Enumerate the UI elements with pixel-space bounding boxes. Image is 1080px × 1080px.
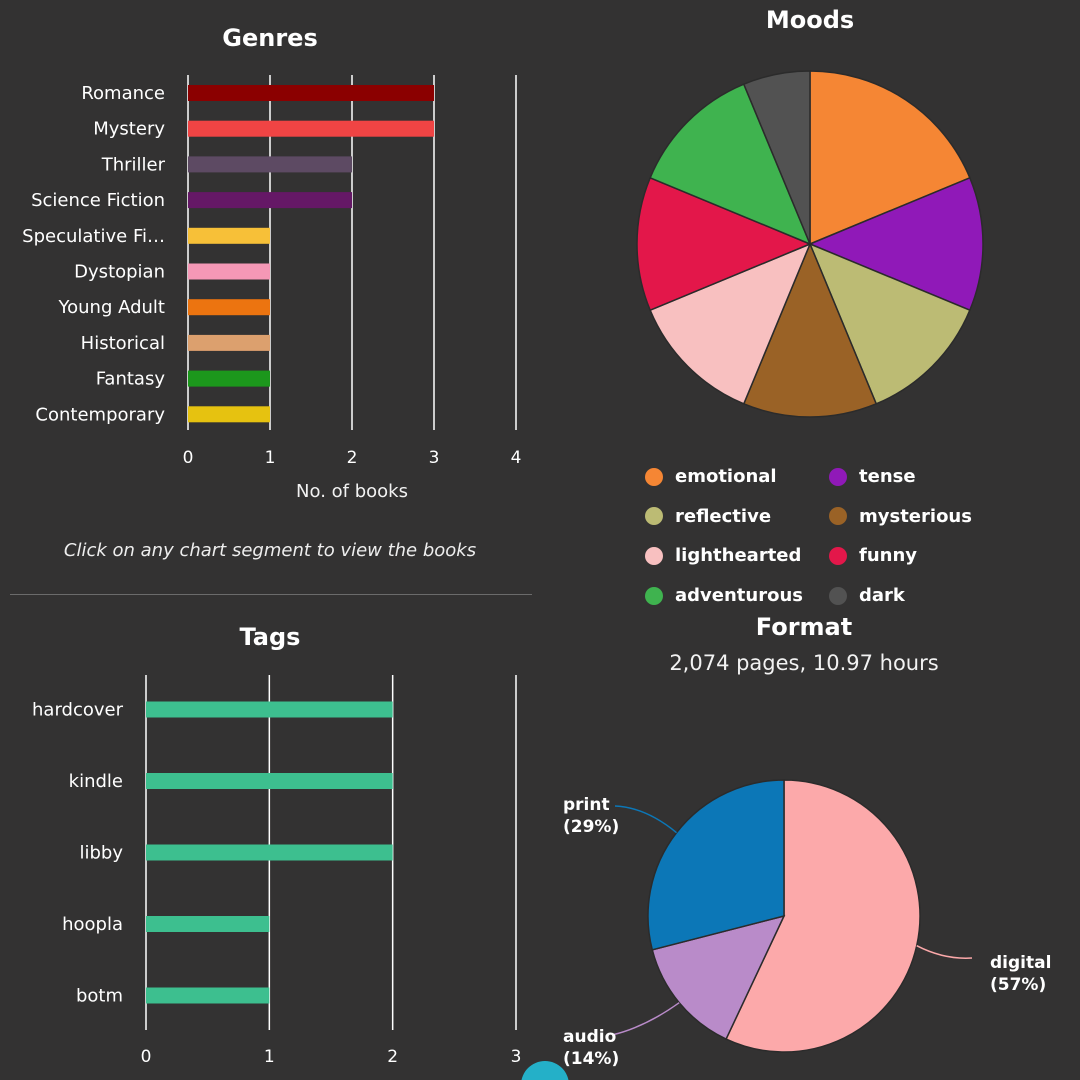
moods-legend-item-lighthearted[interactable]: lighthearted [645,545,801,566]
genres-bar-speculative-fi[interactable] [188,227,270,244]
tags-x-tick-label: 2 [387,1047,398,1067]
tags-category-label: botm [76,986,123,1007]
tags-x-tick-label: 0 [141,1047,152,1067]
format-leader-line [611,1002,680,1036]
format-summary: 2,074 pages, 10.97 hours [669,651,939,675]
genres-bar-mystery[interactable] [188,120,434,137]
genres-category-label: Mystery [93,119,165,140]
legend-swatch [829,467,847,486]
moods-slice-tense[interactable] [808,176,984,312]
genres-category-label: Speculative Fi… [22,226,165,247]
format-leader-line [614,805,678,834]
tags-bar-chart: 0 1 2 3 hardcover kindle libby hoopla botm [32,675,521,1067]
genres-bar-thriller[interactable] [188,156,352,173]
genres-bar-romance[interactable] [188,85,434,101]
moods-slice-mysterious[interactable] [742,242,878,418]
genres-category-label: Fantasy [96,369,166,390]
moods-chart-title: Moods [765,6,855,34]
tags-bar-libby[interactable] [146,844,393,861]
legend-label: mysterious [859,505,972,527]
scroll-top-button[interactable] [521,1061,569,1080]
moods-legend-item-dark[interactable]: dark [829,585,905,606]
moods-pie-chart [636,70,984,418]
format-slice-print[interactable] [647,779,785,951]
format-slice-label-print: print [563,795,610,815]
moods-legend-item-mysterious[interactable]: mysterious [829,506,972,527]
genres-category-label: Young Adult [58,297,165,318]
genres-bar-young-adult[interactable] [188,299,270,316]
moods-legend-item-reflective[interactable]: reflective [645,506,771,527]
tags-x-tick-label: 1 [264,1047,275,1067]
moods-slice-dark[interactable] [742,70,811,245]
genres-x-tick-label: 0 [183,448,194,468]
genres-category-label: Contemporary [35,404,165,425]
chart-hint-text: Click on any chart segment to view the b… [63,540,477,561]
format-slice-percent: (29%) [563,817,619,837]
tags-category-label: hoopla [62,914,123,935]
genres-category-label: Dystopian [74,262,165,283]
moods-slice-emotional[interactable] [809,70,971,246]
legend-label: tense [859,466,916,487]
tags-bar-kindle[interactable] [146,773,393,789]
tags-category-label: libby [79,843,123,864]
genres-category-label: Historical [81,333,165,354]
legend-swatch [829,546,847,565]
tags-bar-botm[interactable] [146,987,270,1004]
genres-bar-fantasy[interactable] [188,370,270,387]
tags-category-label: kindle [69,771,123,792]
format-leader-line [916,944,973,959]
genres-x-tick-label: 1 [265,448,276,468]
format-chart-title: Format [755,613,853,641]
genres-bar-contemporary[interactable] [188,406,270,423]
moods-slice-funny[interactable] [636,176,812,312]
legend-label: adventurous [675,585,803,607]
moods-legend-item-tense[interactable]: tense [829,466,916,487]
legend-swatch [645,546,663,565]
genres-x-tick-label: 3 [429,448,440,468]
legend-swatch [645,507,663,526]
format-slice-digital[interactable] [725,779,921,1053]
tags-chart-title: Tags [239,623,301,651]
legend-label: funny [859,545,918,567]
moods-legend-item-funny[interactable]: funny [829,545,917,566]
tags-x-tick-label: 3 [511,1047,522,1067]
moods-slice-adventurous[interactable] [649,83,812,246]
moods-slice-reflective[interactable] [808,242,971,405]
format-slice-percent: (57%) [990,975,1046,995]
genres-bar-chart: 0 1 2 3 4 Romance Mystery Thriller Science Ficti… [22,75,521,468]
genres-bar-historical[interactable] [188,334,270,351]
format-slice-label-audio: audio [563,1027,616,1047]
tags-category-label: hardcover [32,700,124,721]
genres-x-tick-label: 4 [511,448,522,468]
moods-legend-item-emotional[interactable]: emotional [645,466,777,487]
legend-swatch [829,586,847,605]
tags-bar-hardcover[interactable] [146,701,393,718]
legend-swatch [645,467,663,486]
tags-bar-hoopla[interactable] [146,916,270,932]
legend-label: reflective [675,505,772,527]
legend-swatch [645,586,663,605]
format-slice-audio[interactable] [651,914,786,1041]
format-slice-label-digital: digital [990,953,1051,973]
legend-label: lighthearted [675,545,802,567]
genres-bar-dystopian[interactable] [188,263,270,280]
genres-category-label: Science Fiction [31,190,165,211]
moods-slice-lighthearted[interactable] [649,242,812,405]
legend-label: emotional [675,466,777,487]
format-slice-percent: (14%) [563,1049,619,1069]
section-divider [10,594,532,595]
legend-label: dark [859,585,905,607]
format-pie-chart: digital(57%) audio(14%) print(29%) [563,779,1051,1069]
genres-bar-science-fiction[interactable] [188,192,352,209]
genres-x-tick-label: 2 [347,448,358,468]
genres-category-label: Thriller [101,154,166,175]
moods-legend-item-adventurous[interactable]: adventurous [645,585,803,606]
legend-swatch [829,507,847,526]
genres-category-label: Romance [81,83,165,104]
genres-x-axis-label: No. of books [296,481,408,502]
genres-chart-title: Genres [222,24,318,52]
